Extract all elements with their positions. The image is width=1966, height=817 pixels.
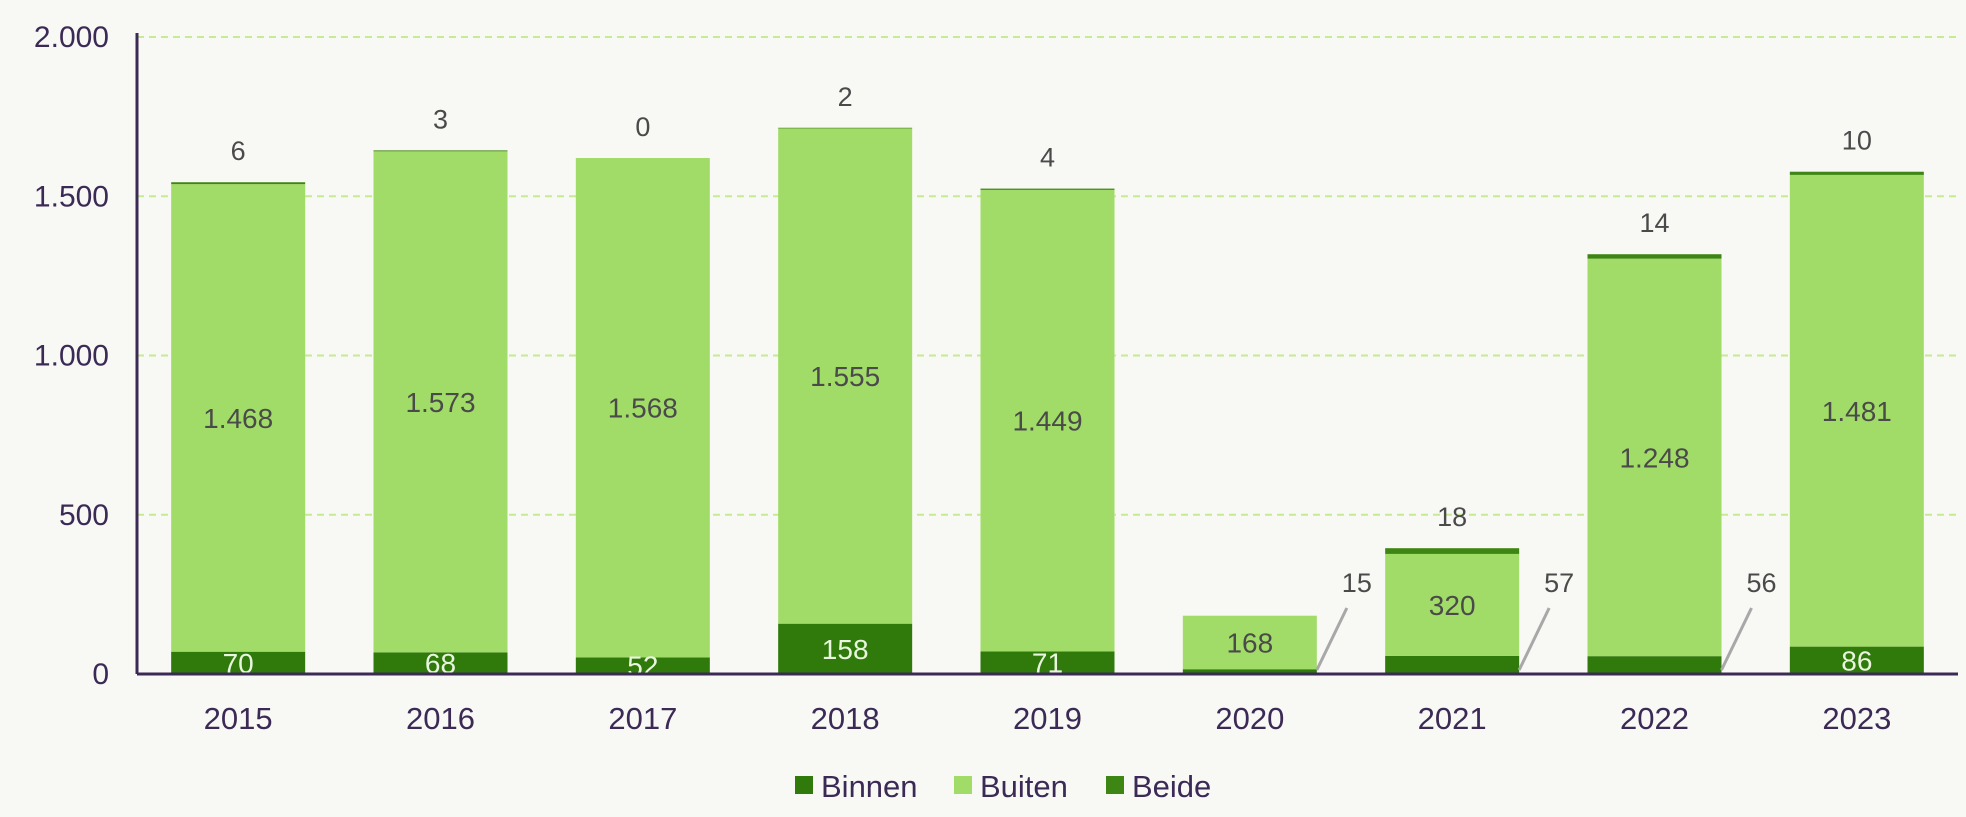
bar-segment-beide xyxy=(373,150,508,152)
x-tick-label: 2018 xyxy=(811,701,880,736)
bar-segment-binnen xyxy=(1182,669,1317,674)
bar-segment-beide xyxy=(1587,254,1722,259)
data-label-beide: 10 xyxy=(1842,126,1872,156)
bar-segment-buiten xyxy=(373,151,508,653)
legend-swatch-buiten xyxy=(954,776,972,794)
bar-segment-beide xyxy=(1385,548,1520,554)
data-label-buiten: 320 xyxy=(1429,590,1476,621)
x-tick-label: 2017 xyxy=(608,701,677,736)
legend-label-buiten: Buiten xyxy=(980,769,1068,804)
data-label-beide: 0 xyxy=(635,112,650,142)
callout-leader-line xyxy=(1517,607,1551,671)
callout-leader-line xyxy=(1720,607,1753,671)
data-label-buiten: 1.468 xyxy=(203,403,273,434)
bar-segment-beide xyxy=(778,127,913,129)
data-label-binnen: 56 xyxy=(1746,568,1776,598)
bar-segment-beide xyxy=(171,182,306,185)
bar-segment-binnen xyxy=(980,651,1115,674)
data-label-beide: 6 xyxy=(231,136,246,166)
y-tick-label: 0 xyxy=(92,658,109,691)
bar-segment-buiten xyxy=(1182,615,1317,670)
x-tick-label: 2022 xyxy=(1620,701,1689,736)
data-label-buiten: 1.573 xyxy=(405,387,475,418)
data-label-binnen: 86 xyxy=(1841,645,1872,676)
data-label-binnen: 57 xyxy=(1544,568,1574,598)
data-label-buiten: 1.555 xyxy=(810,361,880,392)
x-tick-label: 2021 xyxy=(1418,701,1487,736)
bar-segment-binnen xyxy=(373,652,508,674)
data-label-beide: 18 xyxy=(1437,502,1467,532)
x-tick-label: 2020 xyxy=(1215,701,1284,736)
legend-swatch-beide xyxy=(1106,776,1124,794)
x-tick-label: 2015 xyxy=(204,701,273,736)
bar-segment-buiten xyxy=(1385,553,1520,656)
bar-segment-beide xyxy=(980,188,1115,190)
bar-segment-binnen xyxy=(1385,655,1520,674)
x-tick-label: 2023 xyxy=(1822,701,1891,736)
bar-segment-binnen xyxy=(575,657,710,674)
x-tick-label: 2016 xyxy=(406,701,475,736)
bar-segment-binnen xyxy=(171,651,306,674)
legend-label-binnen: Binnen xyxy=(821,769,918,804)
data-label-beide: 4 xyxy=(1040,143,1055,173)
legend-swatch-binnen xyxy=(795,776,813,794)
bar-segment-buiten xyxy=(575,158,710,658)
data-label-buiten: 1.481 xyxy=(1822,396,1892,427)
data-label-beide: 2 xyxy=(838,82,853,112)
y-tick-label: 1.500 xyxy=(34,180,109,213)
bar-segment-buiten xyxy=(778,128,913,624)
y-tick-label: 1.000 xyxy=(34,340,109,373)
bar-segment-buiten xyxy=(1587,258,1722,657)
data-label-buiten: 1.568 xyxy=(608,393,678,424)
bar-segment-buiten xyxy=(1789,174,1924,647)
data-label-buiten: 1.449 xyxy=(1012,406,1082,437)
y-tick-label: 500 xyxy=(59,499,109,532)
data-label-beide: 14 xyxy=(1639,208,1669,238)
bar-segment-buiten xyxy=(171,184,306,652)
y-tick-label: 2.000 xyxy=(34,21,109,54)
data-label-binnen: 158 xyxy=(822,634,869,665)
data-label-buiten: 168 xyxy=(1226,627,1273,658)
data-label-binnen: 15 xyxy=(1342,568,1372,598)
bar-segment-beide xyxy=(1789,171,1924,175)
data-label-binnen: 52 xyxy=(627,651,658,682)
callout-leader-line xyxy=(1315,607,1349,671)
data-label-beide: 3 xyxy=(433,104,448,134)
bar-segment-binnen xyxy=(1587,656,1722,674)
x-tick-label: 2019 xyxy=(1013,701,1082,736)
data-label-buiten: 1.248 xyxy=(1619,442,1689,473)
legend-label-beide: Beide xyxy=(1132,769,1211,804)
bar-segment-binnen xyxy=(778,623,913,674)
bar-segment-buiten xyxy=(980,189,1115,652)
bar-segment-binnen xyxy=(1789,646,1924,674)
